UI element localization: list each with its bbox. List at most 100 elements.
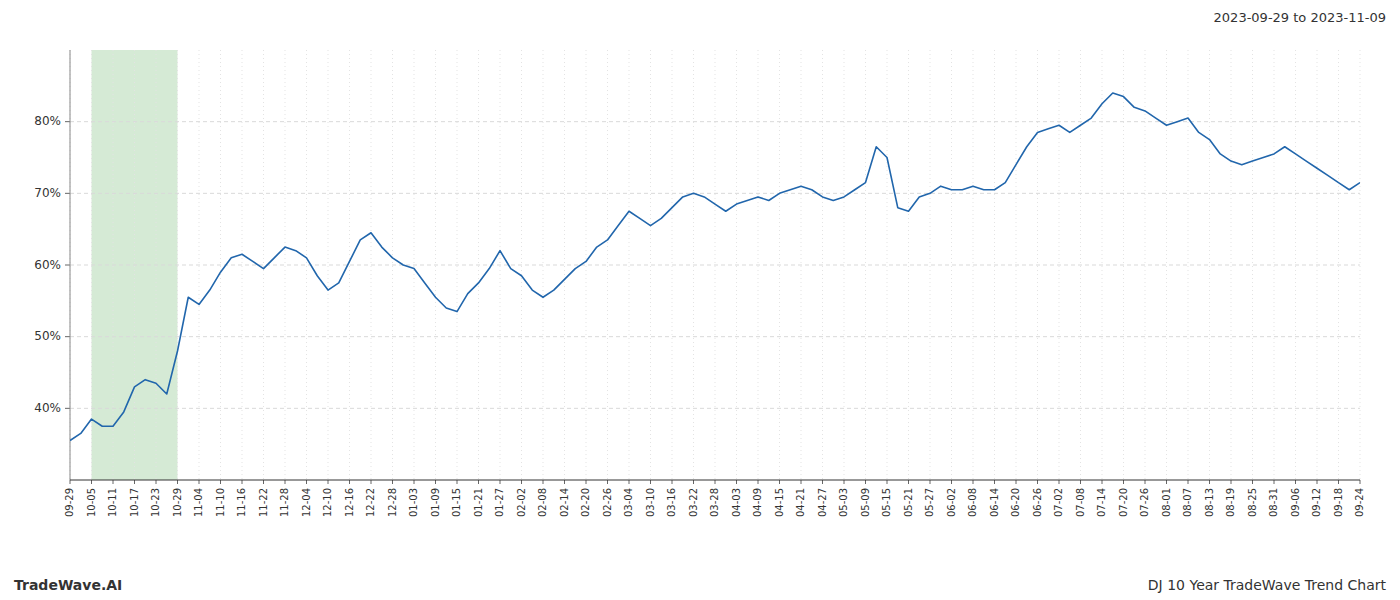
x-tick [156, 480, 157, 484]
x-grid-line [371, 50, 372, 480]
x-grid-line [1123, 50, 1124, 480]
x-grid-line [908, 50, 909, 480]
x-tick [91, 480, 92, 484]
y-tick [65, 193, 70, 194]
x-tick [801, 480, 802, 484]
x-tick [1274, 480, 1275, 484]
x-grid-line [629, 50, 630, 480]
x-tick-label: 11-16 [236, 488, 247, 517]
x-tick-label: 06-20 [1010, 488, 1021, 517]
x-grid-line [306, 50, 307, 480]
x-grid-line [134, 50, 135, 480]
x-tick [586, 480, 587, 484]
x-tick [371, 480, 372, 484]
x-tick-label: 04-15 [774, 488, 785, 517]
chart: 40%50%60%70%80%09-2910-0510-1110-1710-23… [0, 0, 1400, 600]
x-grid-line [285, 50, 286, 480]
x-tick-label: 08-31 [1268, 488, 1279, 517]
x-grid-line [672, 50, 673, 480]
x-tick-label: 06-02 [946, 488, 957, 517]
x-grid-line [1231, 50, 1232, 480]
y-tick-label: 80% [34, 114, 61, 128]
x-grid-line [156, 50, 157, 480]
y-grid-line [70, 265, 1360, 266]
x-tick-label: 03-04 [623, 488, 634, 517]
x-grid-line [113, 50, 114, 480]
x-tick [392, 480, 393, 484]
x-grid-line [457, 50, 458, 480]
x-grid-line [1317, 50, 1318, 480]
x-grid-line [607, 50, 608, 480]
y-tick-label: 70% [34, 186, 61, 200]
x-tick-label: 07-02 [1053, 488, 1064, 517]
x-tick [543, 480, 544, 484]
x-tick-label: 11-28 [279, 488, 290, 517]
x-grid-line [1360, 50, 1361, 480]
x-tick-label: 11-10 [215, 488, 226, 517]
x-grid-line [564, 50, 565, 480]
x-tick [1360, 480, 1361, 484]
y-grid-line [70, 193, 1360, 194]
x-tick [1166, 480, 1167, 484]
x-grid-line [242, 50, 243, 480]
x-grid-line [199, 50, 200, 480]
x-tick-label: 04-03 [731, 488, 742, 517]
x-tick-label: 01-09 [430, 488, 441, 517]
x-grid-line [1166, 50, 1167, 480]
y-tick-label: 60% [34, 258, 61, 272]
x-tick [672, 480, 673, 484]
x-tick [887, 480, 888, 484]
y-tick-label: 50% [34, 329, 61, 343]
x-tick [822, 480, 823, 484]
x-tick-label: 07-14 [1096, 488, 1107, 517]
x-grid-line [392, 50, 393, 480]
x-tick [930, 480, 931, 484]
x-tick [134, 480, 135, 484]
x-grid-line [650, 50, 651, 480]
x-grid-line [1274, 50, 1275, 480]
x-tick [199, 480, 200, 484]
x-grid-line [91, 50, 92, 480]
x-grid-line [801, 50, 802, 480]
x-tick [779, 480, 780, 484]
y-tick-label: 40% [34, 401, 61, 415]
x-tick [349, 480, 350, 484]
x-tick-label: 02-14 [559, 488, 570, 517]
x-grid-line [220, 50, 221, 480]
x-tick [220, 480, 221, 484]
x-tick-label: 11-22 [258, 488, 269, 517]
x-tick-label: 08-01 [1161, 488, 1172, 517]
x-tick-label: 03-10 [645, 488, 656, 517]
x-grid-line [1252, 50, 1253, 480]
x-tick [113, 480, 114, 484]
x-tick-label: 01-15 [451, 488, 462, 517]
y-tick [65, 121, 70, 122]
y-axis-line [70, 50, 71, 480]
x-tick [607, 480, 608, 484]
x-tick-label: 08-19 [1225, 488, 1236, 517]
y-grid-line [70, 408, 1360, 409]
chart-container: 40%50%60%70%80%09-2910-0510-1110-1710-23… [0, 0, 1400, 600]
x-grid-line [1145, 50, 1146, 480]
x-tick [457, 480, 458, 484]
x-tick [1252, 480, 1253, 484]
grid [70, 50, 1360, 480]
x-tick-label: 08-25 [1247, 488, 1258, 517]
x-tick-label: 04-27 [817, 488, 828, 517]
x-tick-label: 06-08 [967, 488, 978, 517]
x-tick [500, 480, 501, 484]
x-tick-label: 02-02 [516, 488, 527, 517]
x-tick [908, 480, 909, 484]
x-grid-line [973, 50, 974, 480]
x-tick-label: 08-07 [1182, 488, 1193, 517]
x-grid-line [844, 50, 845, 480]
x-grid-line [779, 50, 780, 480]
x-grid-line [1188, 50, 1189, 480]
x-tick [1037, 480, 1038, 484]
x-tick-label: 03-28 [709, 488, 720, 517]
x-tick-label: 12-10 [322, 488, 333, 517]
x-tick [435, 480, 436, 484]
x-tick-label: 12-16 [344, 488, 355, 517]
x-tick [521, 480, 522, 484]
x-grid-line [435, 50, 436, 480]
